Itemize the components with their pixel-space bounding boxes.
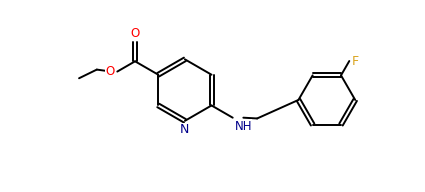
Text: O: O	[130, 27, 140, 40]
Text: N: N	[180, 123, 190, 136]
Text: O: O	[105, 65, 114, 78]
Text: NH: NH	[235, 120, 252, 133]
Text: F: F	[351, 55, 358, 68]
